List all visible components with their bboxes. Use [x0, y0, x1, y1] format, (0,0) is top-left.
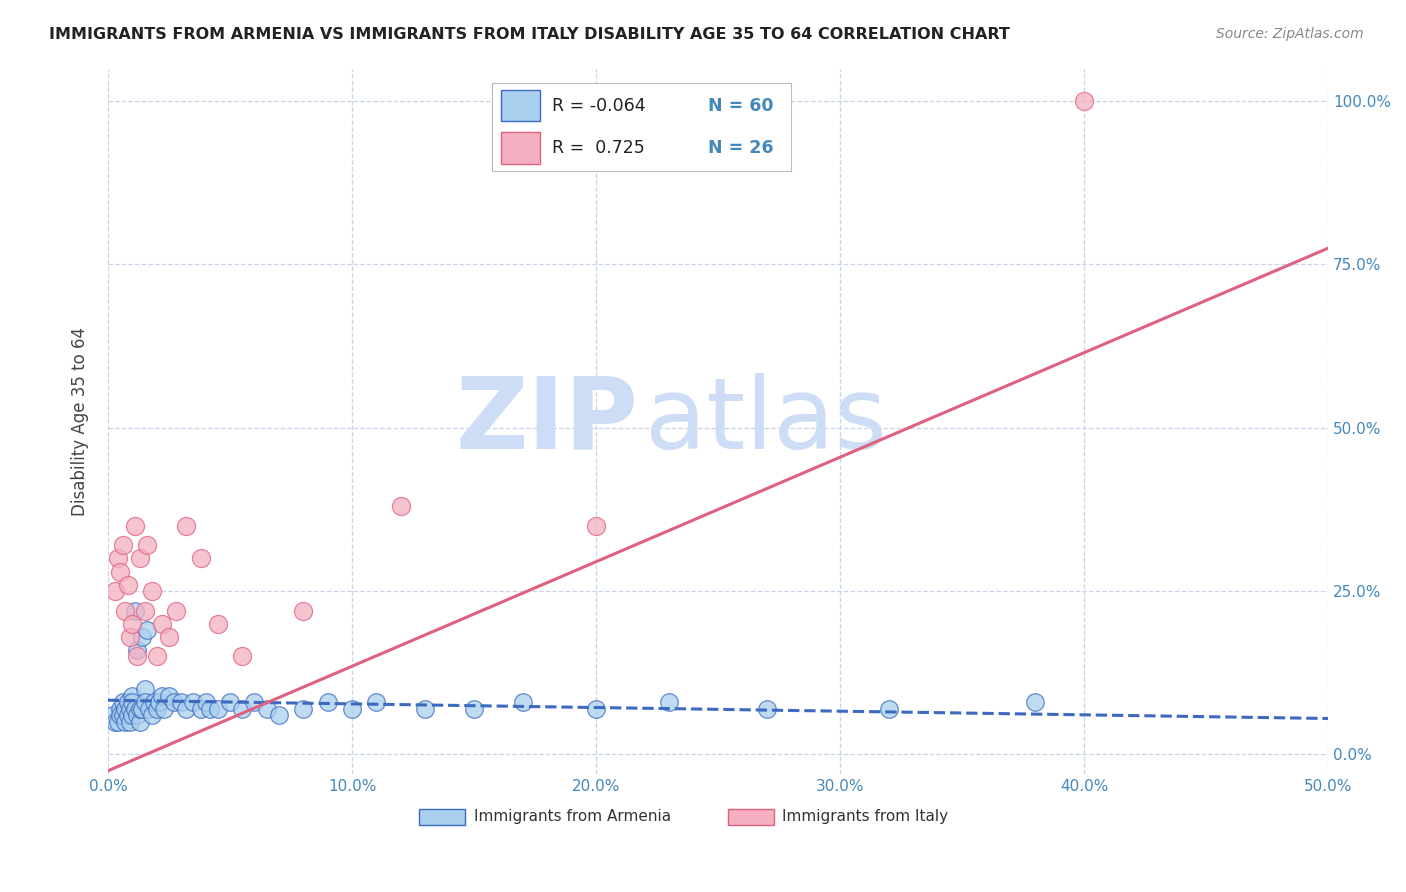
Point [207, 702, 229, 716]
Y-axis label: Disability Age 35 to 64: Disability Age 35 to 64 [72, 326, 89, 516]
Text: Immigrants from Armenia: Immigrants from Armenia [474, 809, 671, 824]
Point [366, 695, 388, 709]
Point [340, 702, 363, 716]
Point [157, 630, 180, 644]
Point [153, 702, 176, 716]
Point [157, 689, 180, 703]
Point [148, 695, 170, 709]
Point [131, 702, 153, 716]
Text: atlas: atlas [645, 373, 886, 470]
Point [141, 708, 163, 723]
Point [134, 682, 156, 697]
Point [114, 604, 136, 618]
Point [104, 584, 127, 599]
Point [219, 695, 242, 709]
FancyBboxPatch shape [419, 809, 465, 825]
Text: Immigrants from Italy: Immigrants from Italy [782, 809, 948, 824]
Point [128, 551, 150, 566]
Point [111, 538, 134, 552]
Point [118, 714, 141, 729]
Text: IMMIGRANTS FROM ARMENIA VS IMMIGRANTS FROM ITALY DISABILITY AGE 35 TO 64 CORRELA: IMMIGRANTS FROM ARMENIA VS IMMIGRANTS FR… [49, 27, 1010, 42]
Point [150, 616, 173, 631]
Point [111, 708, 134, 723]
Point [389, 499, 412, 513]
Point [413, 702, 436, 716]
Point [108, 702, 131, 716]
Point [117, 695, 139, 709]
Point [170, 695, 193, 709]
Point [124, 702, 146, 716]
Point [117, 577, 139, 591]
Point [134, 604, 156, 618]
Point [292, 702, 315, 716]
Point [107, 551, 129, 566]
Point [190, 551, 212, 566]
Point [127, 708, 149, 723]
Point [118, 630, 141, 644]
Text: Source: ZipAtlas.com: Source: ZipAtlas.com [1216, 27, 1364, 41]
Text: ZIP: ZIP [456, 373, 638, 470]
Point [150, 689, 173, 703]
Point [190, 702, 212, 716]
Point [658, 695, 681, 709]
Point [174, 518, 197, 533]
Point [194, 695, 217, 709]
Point [141, 584, 163, 599]
Point [108, 708, 131, 723]
Point [174, 702, 197, 716]
Point [585, 702, 607, 716]
Point [1073, 94, 1095, 108]
Point [231, 649, 253, 664]
Point [267, 708, 290, 723]
Point [1024, 695, 1046, 709]
Point [108, 565, 131, 579]
Point [463, 702, 485, 716]
Point [207, 616, 229, 631]
Point [316, 695, 339, 709]
Point [146, 702, 169, 716]
Point [755, 702, 778, 716]
Point [121, 708, 143, 723]
Point [131, 630, 153, 644]
Point [128, 702, 150, 716]
Point [127, 643, 149, 657]
Point [121, 695, 143, 709]
Point [292, 604, 315, 618]
Point [124, 604, 146, 618]
Point [138, 702, 160, 716]
Point [121, 616, 143, 631]
Point [585, 518, 607, 533]
Point [101, 708, 124, 723]
Point [877, 702, 900, 716]
Point [104, 714, 127, 729]
FancyBboxPatch shape [728, 809, 775, 825]
Point [143, 695, 166, 709]
Point [124, 518, 146, 533]
Point [127, 649, 149, 664]
Point [136, 624, 159, 638]
Point [107, 714, 129, 729]
Point [111, 695, 134, 709]
Point [163, 695, 186, 709]
Point [231, 702, 253, 716]
Point [146, 649, 169, 664]
Point [118, 702, 141, 716]
Point [121, 689, 143, 703]
Point [114, 702, 136, 716]
Point [128, 714, 150, 729]
Point [117, 708, 139, 723]
Point [134, 695, 156, 709]
Point [256, 702, 278, 716]
Point [165, 604, 187, 618]
Point [183, 695, 205, 709]
Point [136, 538, 159, 552]
Point [114, 714, 136, 729]
Point [512, 695, 534, 709]
Point [243, 695, 266, 709]
Point [200, 702, 222, 716]
